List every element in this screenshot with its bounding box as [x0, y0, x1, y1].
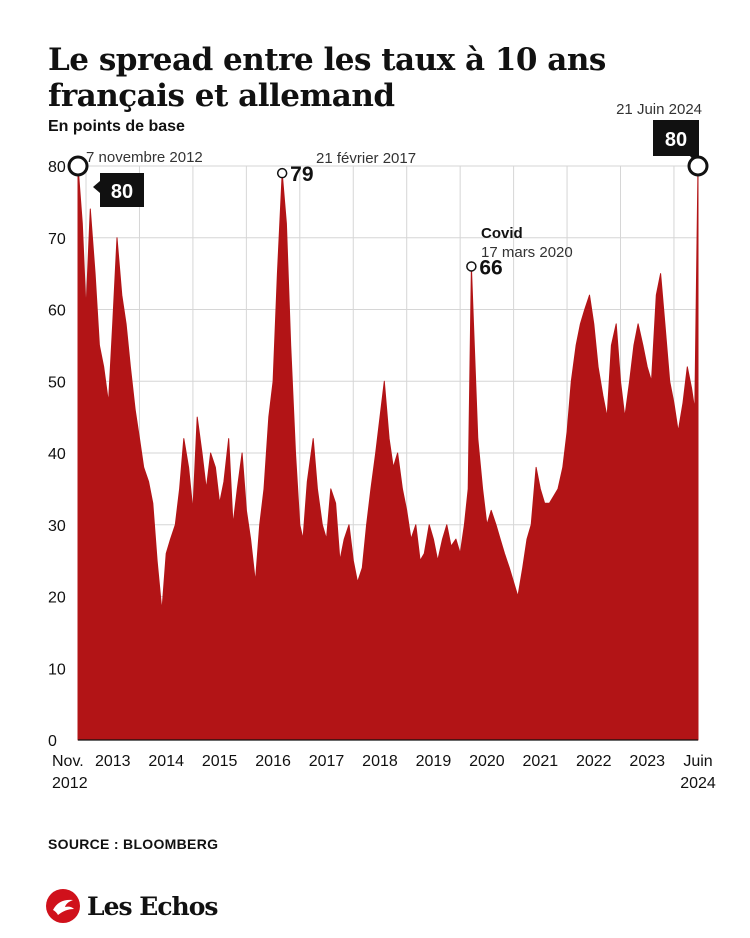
x-tick-label: 2017 — [309, 753, 345, 770]
chart-title: Le spread entre les taux à 10 ans frança… — [48, 42, 606, 114]
y-tick-label: 0 — [48, 733, 57, 750]
annotation-box-pointer — [93, 181, 100, 193]
spread-area-chart: 0 10 20 30 40 50 60 70 80 Nov. 2012 2013 2014 2015 201… — [48, 101, 716, 792]
x-tick-label: Nov. — [52, 753, 84, 770]
annotation-date: 21 Juin 2024 — [616, 101, 702, 118]
annotation-value: 80 — [665, 129, 687, 151]
x-tick-label: 2015 — [202, 753, 238, 770]
spread-series-area — [77, 165, 699, 741]
annotation-marker — [466, 261, 477, 272]
y-tick-label: 70 — [48, 231, 66, 248]
x-tick-label: Juin — [683, 753, 712, 770]
annotation-label: Covid — [481, 225, 523, 242]
chart-subtitle: En points de base — [48, 118, 185, 135]
x-tick-label: 2018 — [362, 753, 398, 770]
x-tick-label: 2021 — [523, 753, 559, 770]
les-echos-logo: Les Echos — [46, 888, 218, 924]
y-tick-label: 20 — [48, 590, 66, 607]
annotation-date: 21 février 2017 — [316, 150, 416, 167]
source-note: SOURCE : BLOOMBERG — [48, 836, 219, 852]
y-tick-label: 50 — [48, 374, 66, 391]
x-tick-label-line2: 2024 — [680, 775, 716, 792]
x-tick-label: 2020 — [469, 753, 505, 770]
y-tick-label: 40 — [48, 446, 66, 463]
x-tick-label: 2014 — [148, 753, 184, 770]
y-tick-label: 80 — [48, 159, 66, 176]
x-tick-label: 2022 — [576, 753, 612, 770]
annotation-value-box — [100, 173, 144, 207]
annotation-value: 80 — [111, 181, 133, 203]
annotation-date: 7 novembre 2012 — [86, 149, 203, 166]
les-echos-logo-text: Les Echos — [87, 891, 218, 921]
les-echos-logo-icon — [46, 889, 80, 923]
annotation-date: 17 mars 2020 — [481, 244, 573, 261]
x-tick-label: 2013 — [95, 753, 131, 770]
annotation-value: 79 — [290, 163, 313, 186]
annotation-value: 66 — [479, 256, 502, 279]
x-tick-label: 2023 — [629, 753, 665, 770]
x-tick-label: 2016 — [255, 753, 291, 770]
y-tick-label: 30 — [48, 518, 66, 535]
annotation-marker — [276, 167, 288, 179]
annotation-value-box — [653, 120, 699, 156]
x-tick-label-line2: 2012 — [52, 775, 88, 792]
x-tick-label: 2019 — [416, 753, 452, 770]
y-tick-label: 10 — [48, 661, 66, 678]
y-tick-label: 60 — [48, 303, 66, 320]
annotation-marker — [67, 155, 89, 177]
annotation-marker — [687, 155, 709, 177]
